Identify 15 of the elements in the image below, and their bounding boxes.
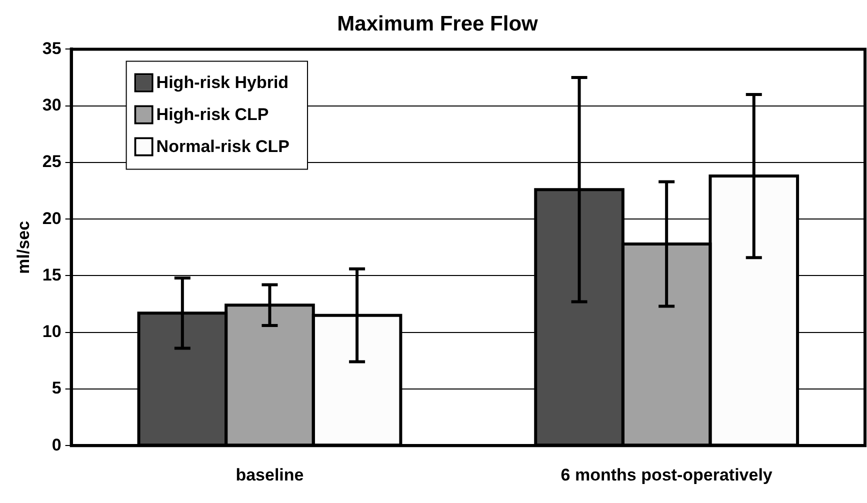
y-tick-label: 25 — [42, 152, 62, 172]
legend-label: High-risk CLP — [156, 104, 269, 124]
legend-label: Normal-risk CLP — [156, 136, 290, 156]
x-tick-label: baseline — [236, 465, 304, 484]
y-axis-title: ml/sec — [14, 220, 33, 274]
y-tick-label: 5 — [52, 378, 62, 398]
y-tick-label: 10 — [42, 322, 62, 342]
y-tick-label: 35 — [42, 38, 62, 58]
y-tick-label: 0 — [52, 435, 62, 454]
x-tick-label: 6 months post-operatively — [560, 465, 773, 484]
y-tick-label: 30 — [42, 96, 62, 115]
legend-label: High-risk Hybrid — [156, 72, 289, 92]
chart-title: Maximum Free Flow — [337, 12, 539, 36]
y-tick-label: 15 — [42, 265, 62, 284]
y-tick-label: 20 — [42, 208, 62, 228]
